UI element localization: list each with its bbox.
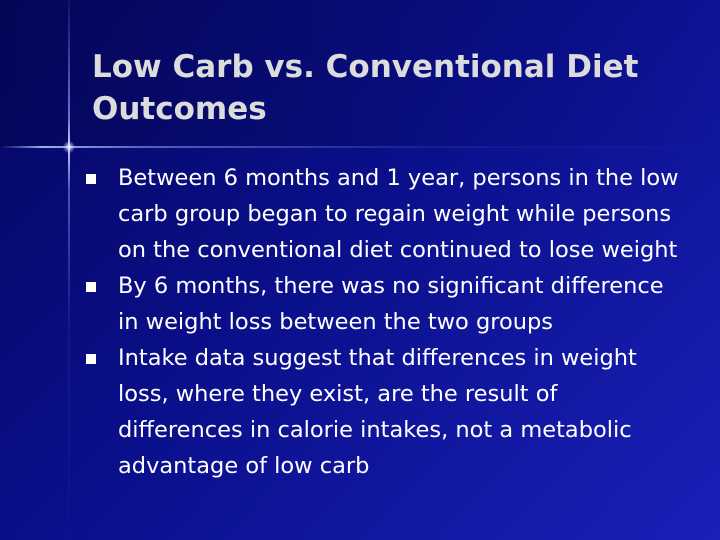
bullet-item: Intake data suggest that differences in …	[84, 340, 684, 484]
vertical-accent-line	[68, 0, 70, 540]
square-bullet-icon	[86, 174, 96, 184]
bullet-list: Between 6 months and 1 year, persons in …	[84, 160, 684, 484]
bullet-item: Between 6 months and 1 year, persons in …	[84, 160, 684, 268]
bullet-text: By 6 months, there was no significant di…	[118, 273, 664, 335]
bullet-text: Intake data suggest that differences in …	[118, 345, 637, 479]
slide-title: Low Carb vs. Conventional Diet Outcomes	[92, 49, 639, 127]
bullet-text: Between 6 months and 1 year, persons in …	[118, 165, 679, 263]
square-bullet-icon	[86, 354, 96, 364]
horizontal-accent-line	[0, 146, 720, 148]
title-band	[0, 0, 720, 148]
bullet-item: By 6 months, there was no significant di…	[84, 268, 684, 340]
square-bullet-icon	[86, 282, 96, 292]
sparkle-icon	[63, 141, 75, 153]
